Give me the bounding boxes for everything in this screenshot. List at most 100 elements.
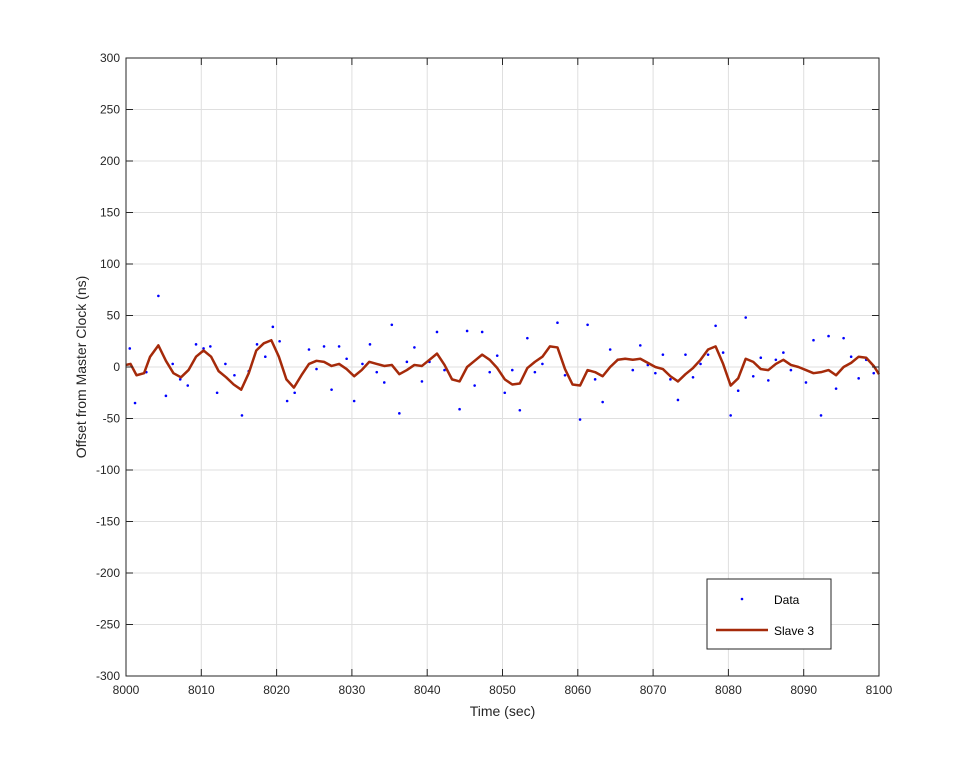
y-tick-label: 0 (113, 360, 120, 374)
data-point (420, 380, 424, 383)
data-point (789, 368, 793, 372)
data-point (382, 381, 386, 384)
data-point (654, 371, 657, 375)
x-tick-label: 8100 (866, 683, 893, 697)
data-point (699, 362, 702, 366)
data-point (164, 394, 168, 398)
data-point (271, 325, 275, 329)
data-point (390, 323, 394, 327)
data-point (128, 347, 132, 350)
data-point (819, 414, 823, 417)
series-line-slave-3 (125, 338, 881, 391)
axis-ticks (125, 57, 880, 677)
legend: Data Slave 3 (706, 578, 832, 650)
data-point (209, 345, 212, 348)
data-point (435, 330, 439, 334)
data-point (857, 377, 860, 380)
data-point (458, 407, 461, 411)
data-point (812, 338, 815, 342)
x-tick-label: 8050 (489, 683, 516, 697)
data-point (661, 353, 665, 356)
x-tick-label: 8000 (113, 683, 140, 697)
data-point (706, 353, 710, 356)
data-point (133, 401, 137, 405)
data-point (744, 316, 748, 319)
data-point (322, 345, 326, 348)
data-point (510, 368, 514, 372)
data-point (473, 384, 476, 387)
data-point (601, 400, 604, 404)
y-tick-label: 200 (100, 154, 120, 168)
data-point (405, 360, 409, 364)
data-point (503, 391, 507, 395)
data-point (315, 367, 318, 371)
data-point (593, 378, 597, 381)
x-tick-label: 8040 (414, 683, 441, 697)
data-point (157, 294, 160, 298)
x-tick-label: 8010 (188, 683, 215, 697)
y-tick-label: -200 (96, 566, 120, 580)
y-tick-label: 300 (100, 51, 120, 65)
data-point (669, 378, 672, 381)
data-point (638, 344, 642, 347)
data-point (285, 399, 289, 403)
y-tick-label: 250 (100, 103, 120, 117)
data-point (872, 371, 876, 375)
data-point (337, 345, 341, 348)
data-point (834, 387, 838, 390)
data-point (352, 399, 356, 403)
y-tick-label: -150 (96, 515, 120, 529)
data-point (413, 346, 416, 349)
data-point (556, 321, 559, 325)
data-point (240, 414, 244, 417)
x-tick-label: 8030 (339, 683, 366, 697)
data-point (759, 356, 763, 360)
x-tick-label: 8070 (640, 683, 667, 697)
data-point (676, 398, 680, 402)
data-point (767, 379, 770, 382)
legend-label-slave-3: Slave 3 (774, 624, 814, 638)
data-point (526, 336, 529, 340)
y-tick-label: -250 (96, 618, 120, 632)
data-point (578, 418, 582, 421)
data-point (721, 351, 725, 354)
data-point (202, 347, 205, 350)
data-point (782, 351, 785, 354)
legend-label-data: Data (774, 593, 800, 607)
data-point (233, 373, 236, 377)
data-point (465, 329, 469, 333)
data-point (307, 348, 311, 351)
data-point (541, 362, 544, 366)
data-point (804, 381, 808, 384)
data-point (443, 368, 446, 372)
data-point (563, 373, 567, 377)
data-point (586, 323, 589, 327)
legend-box (706, 578, 832, 650)
data-point (842, 336, 845, 340)
data-point (608, 348, 612, 351)
y-tick-label: -100 (96, 463, 120, 477)
data-point (488, 370, 491, 374)
y-tick-label: -300 (96, 669, 120, 683)
data-point (714, 324, 717, 328)
data-point (345, 357, 348, 361)
data-point (849, 355, 853, 359)
series-line-group (125, 338, 881, 391)
data-point (361, 362, 364, 366)
y-axis-title: Offset from Master Clock (ns) (73, 276, 89, 459)
data-point (368, 343, 372, 346)
data-point (751, 374, 755, 378)
legend-marker-data (740, 597, 744, 601)
x-tick-label: 8080 (715, 683, 742, 697)
x-tick-label: 8020 (263, 683, 290, 697)
data-point (398, 412, 401, 415)
tick-labels: 8000 8010 8020 8030 8040 8050 8060 8070 8080 8090… (96, 51, 893, 697)
data-point (480, 330, 484, 334)
data-point (278, 339, 281, 343)
y-tick-label: 100 (100, 257, 120, 271)
y-tick-label: 150 (100, 206, 120, 220)
data-point (255, 343, 259, 346)
data-point (729, 414, 732, 417)
data-points (128, 294, 876, 421)
data-point (293, 391, 296, 395)
